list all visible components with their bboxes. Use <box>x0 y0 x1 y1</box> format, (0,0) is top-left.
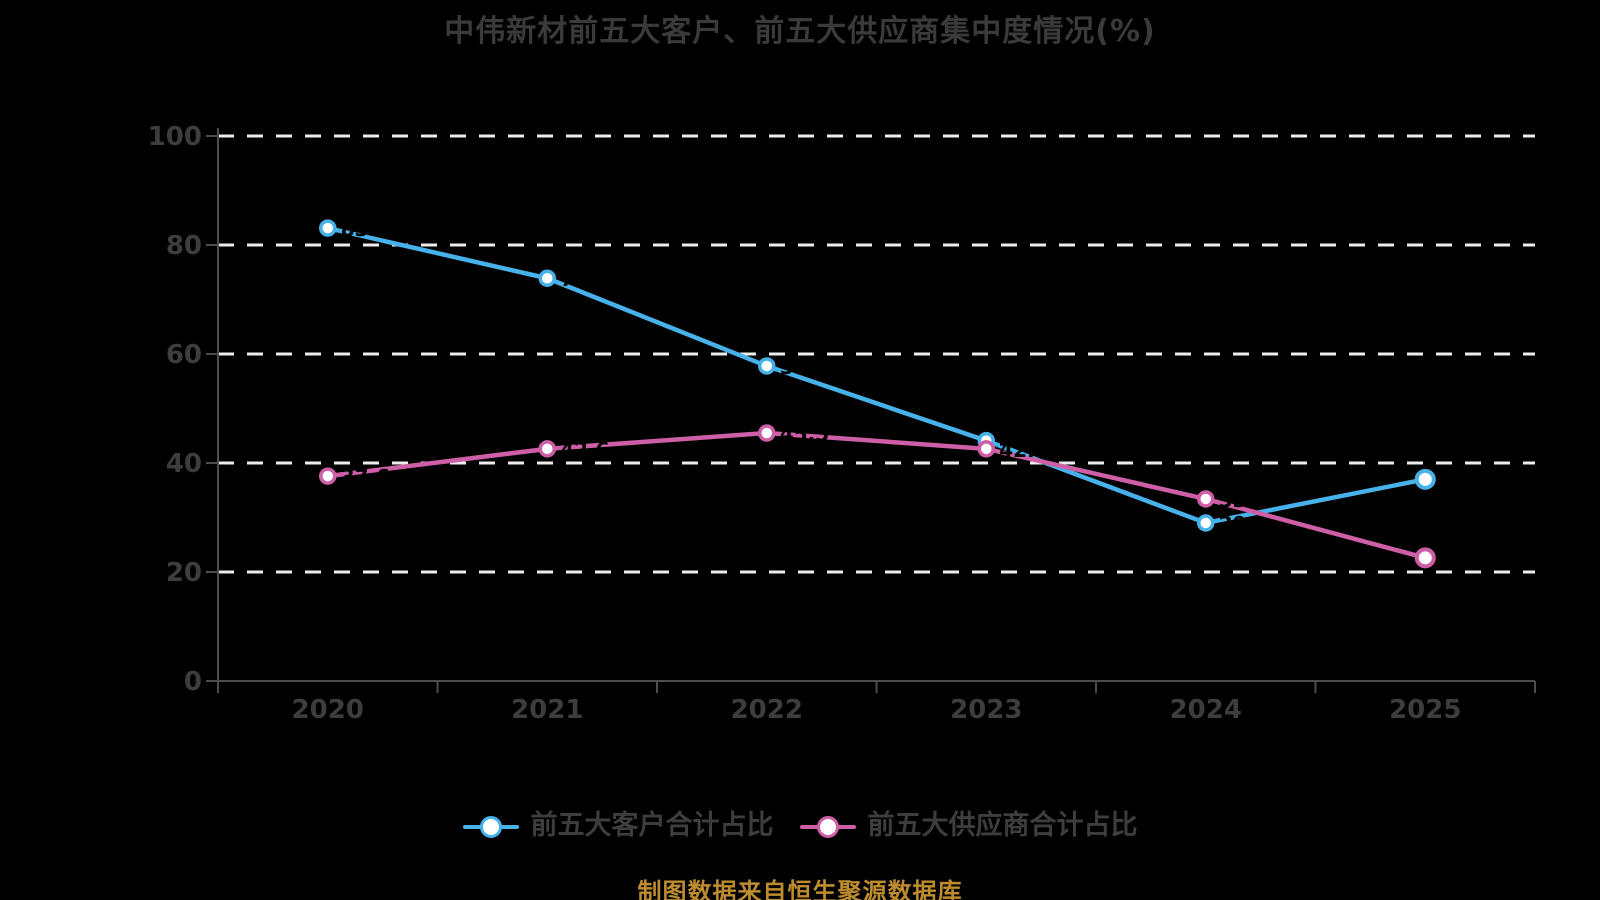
y-axis-label: 0 <box>184 667 202 697</box>
data-point <box>758 357 776 375</box>
data-label: 42.6 <box>999 438 1048 462</box>
data-label: 29 <box>1219 512 1247 536</box>
x-axis-label: 2023 <box>950 695 1022 725</box>
data-label: 42.6 <box>560 438 609 462</box>
y-axis-label: 100 <box>148 122 202 152</box>
series-line-2 <box>325 430 1428 561</box>
line-chart: 0 20 40 60 80 100 2020 2021 2022 2023 2024 2025 83.1… <box>148 122 1536 725</box>
data-label: 44.1 <box>999 430 1048 454</box>
y-axis-label: 20 <box>166 558 202 588</box>
data-point <box>1414 468 1436 490</box>
x-axis-label: 2021 <box>511 695 583 725</box>
data-point <box>538 440 556 458</box>
x-axis-label: 2025 <box>1389 695 1461 725</box>
data-source-note: 制图数据来自恒生聚源数据库 <box>637 878 963 900</box>
data-label: 57.8 <box>780 355 829 379</box>
legend-item-top5-customers[interactable]: 前五大客户合计占比 <box>462 810 774 841</box>
y-axis-label: 80 <box>166 231 202 261</box>
legend-circle-icon <box>479 815 502 838</box>
legend-marker-customers-icon <box>462 815 519 838</box>
data-label: 83.1 <box>341 217 390 241</box>
chart-legend: 前五大客户合计占比 前五大供应商合计占比 <box>0 812 1600 841</box>
y-axis-label: 60 <box>166 340 202 370</box>
data-point <box>758 424 776 442</box>
data-label: 45.5 <box>780 422 829 446</box>
data-label: 73.9 <box>560 267 609 291</box>
data-point <box>977 440 995 458</box>
legend-item-top5-suppliers[interactable]: 前五大供应商合计占比 <box>799 810 1138 841</box>
data-point <box>1197 490 1215 508</box>
data-point <box>319 219 337 237</box>
x-axis-label: 2020 <box>292 695 364 725</box>
data-label: 37.6 <box>341 465 390 489</box>
legend-circle-icon <box>816 815 839 838</box>
series-line-1 <box>325 225 1428 526</box>
legend-marker-suppliers-icon <box>799 815 856 838</box>
data-point <box>538 269 556 287</box>
data-point <box>319 467 337 485</box>
data-label: 37 <box>1438 468 1466 492</box>
data-label: 22.6 <box>1438 547 1487 571</box>
data-point <box>1197 514 1215 532</box>
legend-label-top5-suppliers: 前五大供应商合计占比 <box>867 810 1138 841</box>
x-axis-label: 2024 <box>1170 695 1242 725</box>
data-label: 33.4 <box>1219 488 1268 512</box>
chart-title: 中伟新材前五大客户、前五大供应商集中度情况(%) <box>444 14 1156 49</box>
legend-label-top5-customers: 前五大客户合计占比 <box>530 810 774 841</box>
y-axis-label: 40 <box>166 449 202 479</box>
data-point <box>1414 547 1436 569</box>
x-axis-label: 2022 <box>731 695 803 725</box>
